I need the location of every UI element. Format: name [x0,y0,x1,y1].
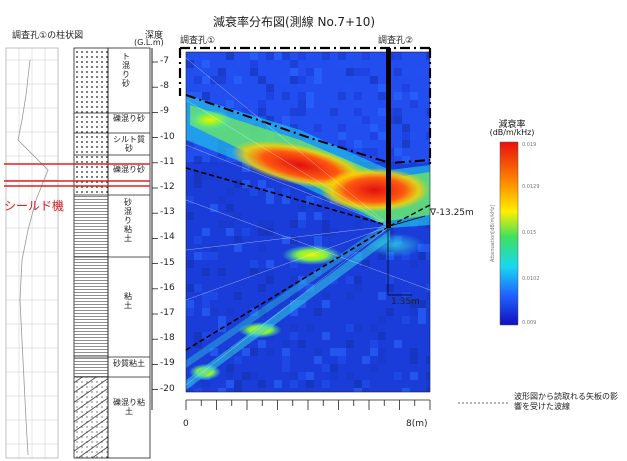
soil-label-7: 砂質粘土 [113,359,145,368]
depth-axis [152,61,158,391]
soil-label-8: 礫混り粘土 [113,398,145,416]
legend-tick-2: 0.015 [522,230,537,236]
soil-label-6: 粘土 [124,292,132,310]
depth-header: 深度 [145,31,164,41]
soil-label-1: ト混り砂 [122,52,130,88]
depth-tick-label: -10 [160,131,175,142]
ray-path-lines [185,57,431,386]
soil-label-3: シルト質砂 [113,135,145,153]
shield-lines [4,163,150,187]
borehole-column-title: 調査孔①の柱状図 [12,31,84,41]
depth-tick-label: -12 [160,182,175,192]
depth-tick-label: -11 [160,156,175,167]
figure-title: 減衰率分布図(測線 No.7+10) [213,15,376,29]
depth-tick-label: -20 [160,383,175,394]
borehole-right-label: 調査孔② [378,36,414,46]
legend-title: 減衰率 [498,120,526,130]
depth-tick-label: -13 [160,207,175,218]
borehole-left-label: 調査孔① [180,36,216,46]
depth-tick-label: -16 [160,282,175,293]
depth-tick-label: -19 [160,358,175,369]
borehole-2-rod [386,48,426,296]
shield-machine-label: シールド機 [4,199,65,213]
depth-annotation: ∇-13.25m [430,208,474,218]
depth-tick-label: -9 [160,106,169,117]
depth-tick-label: -15 [160,257,175,268]
soil-label-4: 礫混り砂 [113,165,145,174]
legend-tick-4: 0.009 [522,320,537,326]
depth-unit: (G.L.m) [134,38,164,47]
soil-label-5: 砂混り粘土 [124,198,132,243]
depth-tick-label: -7 [160,56,169,66]
x-axis [185,399,431,410]
x-axis-end: 8(m) [406,419,428,429]
depth-tick-label: -14 [160,232,175,243]
soil-label-2: 礫混り砂 [113,114,145,123]
depth-tick-label: -18 [160,333,175,344]
borehole-log-graph [5,47,59,459]
legend-tick-1: 0.0129 [522,184,540,190]
legend-axis-label: Attenuation[dB/m/kHz] [490,204,496,262]
soil-column [73,47,153,459]
depth-tick-label: -8 [160,81,169,92]
offset-annotation: 1.35m [391,297,420,307]
boundary-lines [185,94,431,351]
x-axis-start: 0 [183,419,189,429]
depth-tick-label: -17 [160,308,175,318]
legend-colorbar [499,141,519,326]
legend-tick-0: 0.019 [522,142,537,148]
legend-unit: (dB/m/kHz) [489,128,535,137]
legend-tick-3: 0.0102 [522,276,540,282]
note-text: 波形図から読取れる矢板の影響を受けた波線 [514,392,618,411]
